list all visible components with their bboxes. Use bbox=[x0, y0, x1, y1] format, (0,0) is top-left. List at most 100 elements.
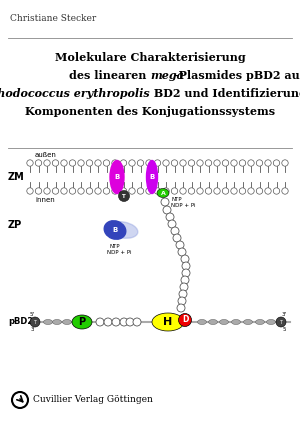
Circle shape bbox=[273, 160, 280, 166]
Circle shape bbox=[112, 318, 120, 326]
Circle shape bbox=[177, 304, 185, 312]
Text: des linearen: des linearen bbox=[69, 70, 150, 81]
Circle shape bbox=[181, 255, 189, 263]
Circle shape bbox=[126, 318, 134, 326]
Circle shape bbox=[103, 188, 110, 194]
Circle shape bbox=[178, 248, 186, 256]
Circle shape bbox=[118, 190, 130, 201]
Circle shape bbox=[78, 160, 84, 166]
Circle shape bbox=[282, 188, 288, 194]
Ellipse shape bbox=[197, 320, 206, 325]
Circle shape bbox=[120, 188, 127, 194]
Text: 5: 5 bbox=[282, 327, 286, 332]
Ellipse shape bbox=[108, 222, 138, 238]
Text: T: T bbox=[122, 193, 126, 198]
Circle shape bbox=[78, 188, 84, 194]
Ellipse shape bbox=[157, 189, 169, 198]
Text: -Plasmides pBD2 aus: -Plasmides pBD2 aus bbox=[174, 70, 300, 81]
Circle shape bbox=[214, 188, 220, 194]
Text: NTP: NTP bbox=[110, 244, 121, 249]
Ellipse shape bbox=[220, 320, 229, 325]
Text: Molekulare Charakterisierung: Molekulare Charakterisierung bbox=[55, 52, 245, 63]
Circle shape bbox=[52, 188, 59, 194]
Circle shape bbox=[27, 160, 33, 166]
Circle shape bbox=[86, 160, 93, 166]
Circle shape bbox=[129, 188, 135, 194]
Circle shape bbox=[112, 188, 118, 194]
Circle shape bbox=[181, 276, 189, 284]
Circle shape bbox=[171, 160, 178, 166]
Text: 3: 3 bbox=[30, 327, 34, 332]
Text: B: B bbox=[114, 174, 120, 180]
Circle shape bbox=[256, 160, 263, 166]
Circle shape bbox=[265, 188, 271, 194]
Circle shape bbox=[173, 234, 181, 242]
Ellipse shape bbox=[178, 314, 191, 326]
Text: Christiane Stecker: Christiane Stecker bbox=[10, 14, 96, 23]
Ellipse shape bbox=[31, 319, 40, 325]
Circle shape bbox=[120, 160, 127, 166]
Circle shape bbox=[61, 160, 67, 166]
Circle shape bbox=[231, 188, 237, 194]
Text: Komponenten des Konjugationssystems: Komponenten des Konjugationssystems bbox=[25, 106, 275, 117]
Circle shape bbox=[27, 188, 33, 194]
Circle shape bbox=[222, 160, 229, 166]
Circle shape bbox=[44, 188, 50, 194]
Circle shape bbox=[205, 160, 212, 166]
Circle shape bbox=[180, 188, 186, 194]
Circle shape bbox=[61, 188, 67, 194]
Circle shape bbox=[146, 188, 152, 194]
Circle shape bbox=[171, 227, 179, 235]
Ellipse shape bbox=[146, 161, 158, 193]
Circle shape bbox=[154, 188, 161, 194]
Ellipse shape bbox=[62, 320, 71, 325]
Circle shape bbox=[178, 297, 186, 305]
Circle shape bbox=[146, 160, 152, 166]
Circle shape bbox=[69, 188, 76, 194]
Text: T: T bbox=[280, 320, 283, 325]
Ellipse shape bbox=[104, 221, 126, 239]
Circle shape bbox=[133, 318, 141, 326]
Circle shape bbox=[137, 160, 144, 166]
Text: H: H bbox=[164, 317, 172, 327]
Text: NTP: NTP bbox=[171, 197, 181, 202]
Circle shape bbox=[163, 160, 169, 166]
Circle shape bbox=[182, 262, 190, 270]
Text: A: A bbox=[160, 190, 165, 196]
Circle shape bbox=[86, 188, 93, 194]
Circle shape bbox=[248, 188, 254, 194]
Circle shape bbox=[182, 269, 190, 277]
Text: 3': 3' bbox=[281, 312, 286, 317]
Circle shape bbox=[205, 188, 212, 194]
Text: Rhodococcus erythropolis: Rhodococcus erythropolis bbox=[0, 88, 150, 99]
Circle shape bbox=[171, 188, 178, 194]
Text: Cuvillier Verlag Göttingen: Cuvillier Verlag Göttingen bbox=[33, 396, 153, 405]
Text: P: P bbox=[78, 317, 85, 327]
Text: NDP + Pi: NDP + Pi bbox=[171, 203, 196, 208]
Circle shape bbox=[69, 160, 76, 166]
Circle shape bbox=[163, 188, 169, 194]
Ellipse shape bbox=[256, 320, 265, 325]
Ellipse shape bbox=[110, 161, 124, 193]
Text: B: B bbox=[149, 174, 154, 180]
Ellipse shape bbox=[232, 320, 241, 325]
Circle shape bbox=[176, 241, 184, 249]
Circle shape bbox=[222, 188, 229, 194]
Circle shape bbox=[166, 213, 174, 221]
Circle shape bbox=[95, 188, 101, 194]
Circle shape bbox=[104, 318, 112, 326]
Ellipse shape bbox=[44, 320, 52, 325]
Circle shape bbox=[30, 317, 40, 327]
Circle shape bbox=[265, 160, 271, 166]
Text: 5': 5' bbox=[119, 183, 124, 188]
Circle shape bbox=[180, 283, 188, 291]
Text: NDP + Pi: NDP + Pi bbox=[107, 250, 131, 255]
Ellipse shape bbox=[266, 320, 275, 325]
Circle shape bbox=[197, 160, 203, 166]
Circle shape bbox=[129, 160, 135, 166]
Ellipse shape bbox=[52, 320, 62, 325]
Circle shape bbox=[231, 160, 237, 166]
Text: 5': 5' bbox=[29, 312, 34, 317]
Circle shape bbox=[163, 206, 171, 214]
Circle shape bbox=[161, 198, 169, 206]
